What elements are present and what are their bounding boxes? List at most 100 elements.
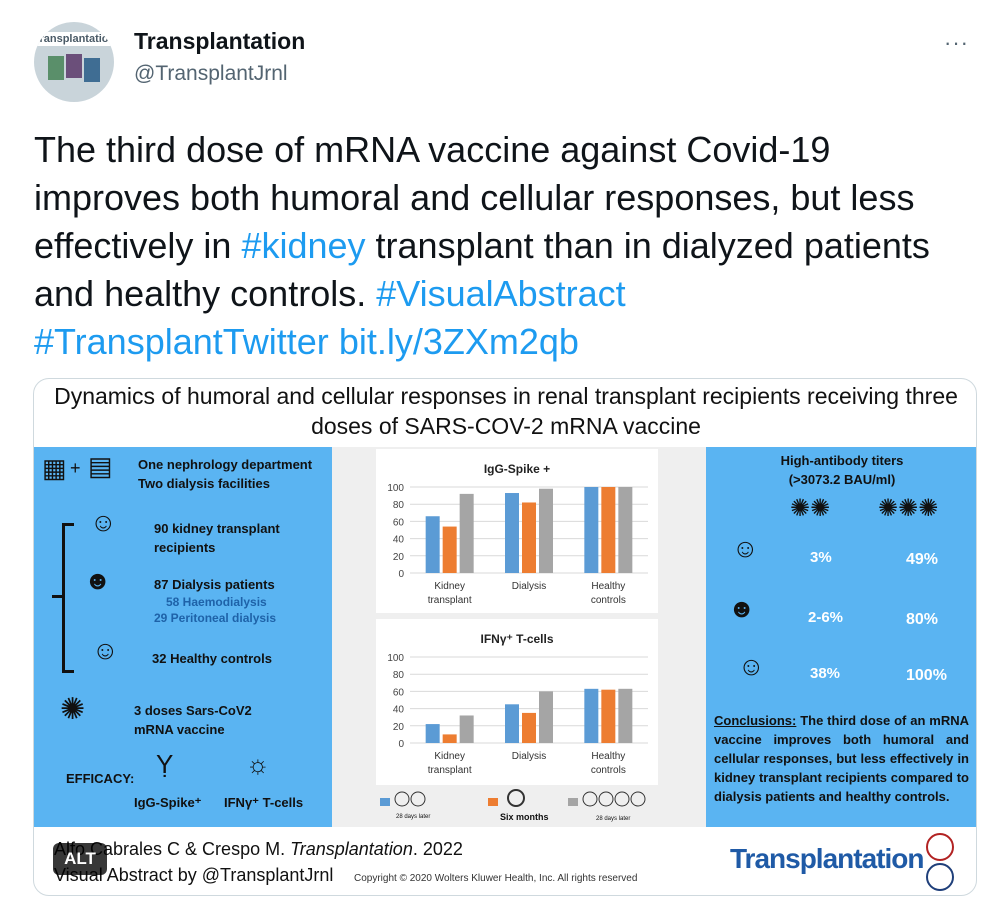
bar — [584, 487, 599, 573]
two-doses-icon: ✺✺ — [790, 495, 831, 522]
group-bracket — [62, 523, 74, 673]
study-population-panel: ▦ + ▤ One nephrology department Two dial… — [34, 447, 332, 827]
conclusions-label: Conclusions: — [714, 713, 797, 728]
alt-text-button[interactable]: ALT — [53, 843, 107, 875]
category-label: controls — [591, 595, 626, 606]
category-label: Dialysis — [512, 581, 546, 592]
category-label: transplant — [428, 595, 472, 606]
category-label: Kidney — [434, 751, 465, 762]
igg-chart-svg: IgG-Spike + 0 20 40 60 80 100 Kidney transplant D… — [387, 462, 648, 606]
bar — [442, 526, 457, 573]
bar — [539, 691, 553, 743]
y-tick-label: 60 — [393, 687, 405, 698]
results-panel: High-antibody titers (>3073.2 BAU/ml) ✺✺… — [706, 447, 976, 827]
dialysis-patient-icon: ☻ — [728, 593, 756, 623]
kidney-transplant-count: 90 kidney transplant recipients — [154, 521, 280, 555]
hospital-icon: ▦ — [42, 453, 67, 483]
charts-panel: IgG-Spike + 0 20 40 60 80 100 Kidney transplant D… — [332, 447, 706, 827]
legend-label-3: 28 days later — [596, 816, 630, 822]
y-tick-label: 100 — [387, 483, 404, 494]
avatar-cover-1 — [48, 56, 64, 80]
results-heading-1: High-antibody titers — [780, 453, 904, 468]
category-label: Kidney — [434, 581, 465, 592]
y-tick-label: 80 — [393, 670, 405, 681]
chart-title: IgG-Spike + — [484, 462, 550, 476]
ifn-chart: IFNγ⁺ T-cells 0 20 40 60 80 100 Kidney transplan… — [376, 619, 658, 785]
y-tick-label: 40 — [393, 705, 405, 716]
tweet-link[interactable]: bit.ly/3ZXm2qb — [338, 321, 579, 362]
category-label: controls — [591, 765, 626, 776]
bar — [459, 493, 474, 573]
copyright: Copyright © 2020 Wolters Kluwer Health, … — [354, 873, 638, 884]
dialysis-patient-icon: ☻ — [84, 565, 112, 595]
ifn-tcells-label: IFNγ⁺ T-cells — [224, 795, 304, 810]
category-label: Healthy — [591, 581, 625, 592]
legend-virus-icon — [582, 791, 598, 807]
bar — [505, 493, 519, 573]
bar — [425, 516, 440, 573]
legend-stopwatch-icon — [507, 789, 525, 807]
kt-two-doses-pct: 3% — [810, 549, 832, 566]
bar — [459, 715, 474, 743]
dialysis-three-doses-pct: 80% — [906, 611, 939, 628]
media-card[interactable]: Dynamics of humoral and cellular respons… — [33, 378, 977, 896]
bar — [584, 688, 599, 743]
legend-label-2: Six months — [500, 812, 549, 822]
dialysis-machine-icon: ▤ — [88, 451, 113, 481]
tweet-text-part: transplant than in dialyzed patients and… — [34, 225, 930, 314]
y-tick-label: 20 — [393, 552, 405, 563]
healthy-controls-count: 32 Healthy controls — [152, 651, 272, 666]
bar — [618, 688, 633, 743]
citation-journal: Transplantation — [290, 839, 413, 859]
avatar[interactable]: ransplantatio — [34, 22, 114, 102]
antibody-icon: Ỵ — [156, 749, 174, 779]
healthy-control-icon: ☺ — [738, 651, 765, 681]
society-seal-icon — [926, 833, 954, 861]
igg-spike-label: IgG-Spike⁺ — [134, 795, 202, 810]
healthy-three-doses-pct: 100% — [906, 667, 947, 684]
avatar-text: ransplantatio — [39, 33, 109, 45]
doses-line-2: mRNA vaccine — [134, 722, 225, 737]
doses-line-1: 3 doses Sars-CoV2 — [134, 703, 252, 718]
peritoneal-dialysis-count: 29 Peritoneal dialysis — [154, 611, 277, 625]
bar — [505, 704, 519, 743]
legend-virus-icon — [630, 791, 646, 807]
hashtag-visualabstract[interactable]: #VisualAbstract — [376, 273, 626, 314]
bar — [522, 712, 536, 743]
author-handle[interactable]: @TransplantJrnl — [134, 62, 288, 85]
journal-logo: Transplantation — [730, 843, 924, 874]
conclusions: Conclusions: The third dose of an mRNA v… — [714, 711, 969, 806]
kidney-recipient-icon: ☺ — [732, 533, 759, 563]
hashtag-transplanttwitter[interactable]: #TransplantTwitter — [34, 321, 329, 362]
bar — [425, 724, 440, 743]
bar — [601, 689, 616, 743]
virus-vaccine-icon: ✺ — [60, 693, 86, 726]
conclusions-text: The third dose of an mRNA vaccine improv… — [714, 713, 969, 804]
legend-label-1: 28 days later — [396, 814, 430, 820]
tweet-text: The third dose of mRNA vaccine against C… — [34, 126, 979, 366]
bar — [522, 502, 536, 573]
group-bracket-tick — [52, 595, 64, 598]
legend-virus-icon — [598, 791, 614, 807]
category-label: Dialysis — [512, 751, 546, 762]
legend-swatch-gray — [568, 798, 578, 806]
sites-line-1: One nephrology department — [138, 457, 313, 472]
dialysis-two-doses-pct: 2-6% — [808, 609, 844, 626]
plus-icon: + — [70, 458, 81, 478]
bar — [601, 487, 616, 573]
tweet-text-part: The third dose of mRNA vaccine against C… — [34, 129, 915, 266]
hashtag-kidney[interactable]: #kidney — [241, 225, 366, 266]
citation: Alfo Cabrales C & Crespo M. Transplantat… — [54, 839, 463, 860]
y-tick-label: 0 — [398, 739, 404, 750]
three-doses-icon: ✺✺✺ — [878, 495, 939, 522]
avatar-cover-3 — [84, 58, 100, 82]
healthy-two-doses-pct: 38% — [810, 665, 841, 682]
t-cell-icon: ☼ — [246, 749, 270, 779]
category-label: Healthy — [591, 751, 625, 762]
y-tick-label: 40 — [393, 535, 405, 546]
citation-year: . 2022 — [412, 839, 463, 859]
y-tick-label: 100 — [387, 653, 404, 664]
avatar-band — [34, 32, 114, 46]
more-options-icon[interactable]: ··· — [944, 30, 969, 55]
author-name[interactable]: Transplantation — [134, 28, 306, 54]
